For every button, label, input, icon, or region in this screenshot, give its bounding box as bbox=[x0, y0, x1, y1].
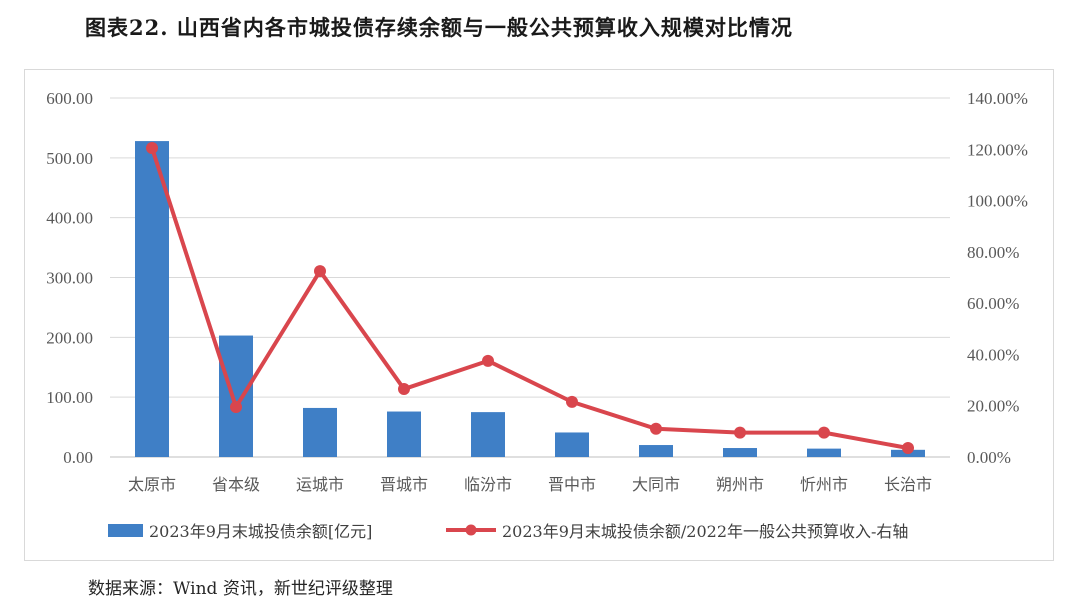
category-label: 朔州市 bbox=[716, 475, 764, 494]
bar-9 bbox=[807, 448, 841, 457]
legend-line-label: 2023年9月末城投债余额/2022年一般公共预算收入-右轴 bbox=[502, 522, 908, 541]
ratio-point-8 bbox=[734, 426, 746, 439]
ratio-point-4 bbox=[398, 383, 410, 396]
ratio-point-3 bbox=[314, 265, 326, 278]
ratio-point-6 bbox=[566, 395, 578, 408]
legend: 2023年9月末城投债余额[亿元] 2023年9月末城投债余额/2022年一般公… bbox=[108, 522, 908, 541]
left-tick-label: 400.00 bbox=[46, 209, 93, 228]
bar-5 bbox=[471, 412, 505, 457]
bar-6 bbox=[555, 432, 589, 457]
ratio-point-10 bbox=[902, 442, 914, 455]
left-tick-label: 200.00 bbox=[46, 328, 93, 347]
ratio-point-7 bbox=[650, 422, 662, 435]
category-label: 运城市 bbox=[296, 475, 344, 494]
category-label: 大同市 bbox=[632, 475, 680, 494]
bar-8 bbox=[723, 448, 757, 457]
bar-2 bbox=[219, 335, 253, 457]
ratio-point-2 bbox=[230, 400, 242, 413]
category-label: 太原市 bbox=[128, 475, 176, 494]
left-tick-label: 300.00 bbox=[46, 269, 93, 288]
right-tick-label: 0.00% bbox=[967, 448, 1011, 467]
bar-series bbox=[135, 141, 925, 457]
right-tick-label: 20.00% bbox=[967, 397, 1019, 416]
category-label: 晋城市 bbox=[380, 475, 428, 494]
right-tick-label: 120.00% bbox=[967, 140, 1028, 159]
legend-bar-swatch bbox=[108, 524, 143, 537]
ratio-point-1 bbox=[146, 142, 158, 155]
source-note: 数据来源：Wind 资讯，新世纪评级整理 bbox=[88, 579, 393, 599]
category-label: 临汾市 bbox=[464, 475, 512, 494]
right-tick-label: 40.00% bbox=[967, 345, 1019, 364]
left-tick-label: 500.00 bbox=[46, 149, 93, 168]
bar-1 bbox=[135, 141, 169, 457]
bar-4 bbox=[387, 411, 421, 457]
left-axis-ticks: 600.00 500.00 400.00 300.00 200.00 100.00 0.00 bbox=[46, 89, 93, 467]
right-tick-label: 100.00% bbox=[967, 192, 1028, 211]
category-label: 忻州市 bbox=[800, 475, 848, 494]
left-tick-label: 100.00 bbox=[46, 388, 93, 407]
chart-frame bbox=[24, 69, 1054, 561]
chart-title: 图表22. 山西省内各市城投债存续余额与一般公共预算收入规模对比情况 bbox=[85, 15, 793, 40]
category-labels: 太原市 省本级 运城市 晋城市 临汾市 晋中市 大同市 朔州市 忻州市 长治市 bbox=[128, 475, 932, 494]
line-series bbox=[146, 142, 914, 455]
category-label: 晋中市 bbox=[548, 475, 596, 494]
legend-bar-label: 2023年9月末城投债余额[亿元] bbox=[149, 522, 372, 541]
legend-line-marker bbox=[465, 524, 477, 536]
bar-3 bbox=[303, 407, 337, 457]
ratio-point-9 bbox=[818, 426, 830, 439]
bar-7 bbox=[639, 445, 673, 457]
ratio-line bbox=[150, 147, 909, 450]
left-tick-label: 600.00 bbox=[46, 89, 93, 108]
right-tick-label: 80.00% bbox=[967, 243, 1019, 262]
right-tick-label: 140.00% bbox=[967, 89, 1028, 108]
category-label: 长治市 bbox=[884, 475, 932, 494]
ratio-point-5 bbox=[482, 354, 494, 367]
left-tick-label: 0.00 bbox=[63, 448, 93, 467]
right-axis-ticks: 140.00% 120.00% 100.00% 80.00% 60.00% 40.00% 2… bbox=[967, 89, 1028, 467]
right-tick-label: 60.00% bbox=[967, 294, 1019, 313]
category-label: 省本级 bbox=[212, 475, 260, 494]
